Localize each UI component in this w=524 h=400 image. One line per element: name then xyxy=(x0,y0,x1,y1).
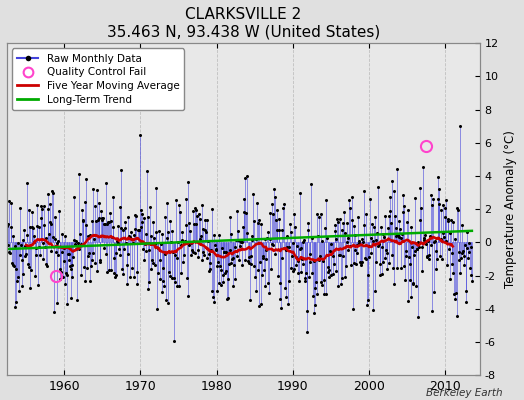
Y-axis label: Temperature Anomaly (°C): Temperature Anomaly (°C) xyxy=(504,130,517,288)
Text: Berkeley Earth: Berkeley Earth xyxy=(427,388,503,398)
Legend: Raw Monthly Data, Quality Control Fail, Five Year Moving Average, Long-Term Tren: Raw Monthly Data, Quality Control Fail, … xyxy=(12,48,184,110)
Title: CLARKSVILLE 2
35.463 N, 93.438 W (United States): CLARKSVILLE 2 35.463 N, 93.438 W (United… xyxy=(106,7,380,39)
